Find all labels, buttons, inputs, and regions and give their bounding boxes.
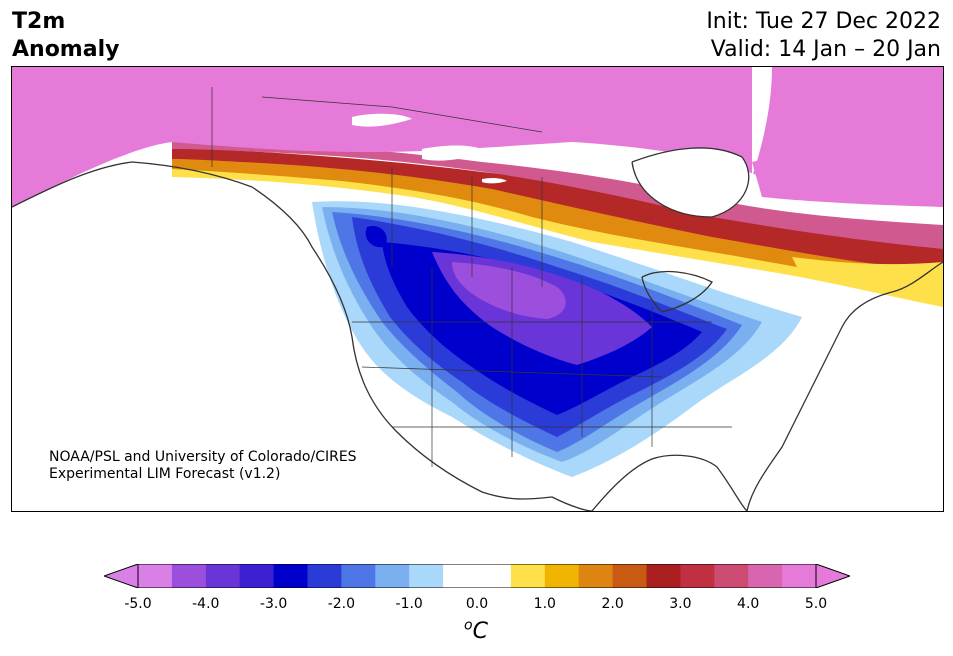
colorbar-segment [646, 564, 681, 588]
colorbar-segment [307, 564, 342, 588]
neutral-greenland-gap [752, 67, 772, 177]
map-title: T2m Anomaly [12, 8, 119, 64]
colorbar-segment [341, 564, 376, 588]
colorbar-segment [612, 564, 647, 588]
arctic-ice-2 [422, 145, 487, 161]
warm-band-orange [172, 157, 943, 289]
warm-band-yellow [172, 162, 943, 307]
colorbar-tick-label: -1.0 [395, 596, 423, 612]
anomaly-map [11, 66, 944, 512]
colorbar-segment [409, 564, 444, 588]
colorbar-tick-label: -3.0 [259, 596, 288, 612]
unit-text: oC [464, 618, 488, 645]
colorbar-segment [748, 564, 783, 588]
colorbar-segment [205, 564, 241, 588]
warm-band-red [172, 147, 943, 272]
colorbar-segment [578, 564, 614, 588]
warm-band-rose [172, 137, 943, 249]
title-line-2: Anomaly [12, 37, 120, 62]
colorbar-tick-label: 3.0 [669, 596, 692, 612]
colorbar-segment [544, 564, 580, 588]
colorbar-segment [443, 564, 478, 588]
colorbar-tick-label: -4.0 [192, 596, 220, 612]
state-borders [211, 87, 732, 467]
colorbar-segment [375, 564, 410, 588]
colorbar-segment [782, 564, 817, 588]
cold-pocket-alberta [365, 226, 387, 248]
colorbar-tick-label: 4.0 [737, 596, 760, 612]
unit-label: oC [464, 618, 488, 644]
colorbar [104, 564, 850, 588]
colorbar-tick-label: 5.0 [804, 596, 828, 612]
colorbar-tick-label: -2.0 [327, 596, 356, 612]
neutral-hudson [632, 147, 749, 217]
warm-east-yellow [792, 257, 943, 292]
colorbar-segment [510, 564, 546, 588]
cold-purple [452, 262, 566, 319]
colorbar-tick-label: 0.0 [465, 596, 489, 612]
colorbar-extend-max [815, 564, 850, 588]
colorbar-segment [477, 564, 512, 588]
title-line-1: T2m [12, 9, 66, 34]
init-date: Init: Tue 27 Dec 2022 [706, 9, 941, 34]
colorbar-segment [680, 564, 715, 588]
colorbar-tick-label: 1.0 [533, 596, 556, 612]
arctic-ice-1 [352, 113, 412, 127]
forecast-credit: NOAA/PSL and University of Colorado/CIRE… [49, 449, 357, 483]
credit-line-2: Experimental LIM Forecast (v1.2) [49, 466, 281, 482]
colorbar-outline [137, 564, 817, 588]
colorbar-segment [239, 564, 275, 588]
colorbar-segments [138, 564, 817, 588]
coastlines [12, 147, 943, 511]
map-canvas [12, 67, 943, 511]
colorbar-segment [273, 564, 308, 588]
colorbar-segment [714, 564, 749, 588]
forecast-dates: Init: Tue 27 Dec 2022 Valid: 14 Jan – 20… [706, 8, 941, 64]
arctic-ice-3 [482, 177, 507, 184]
warm-region-pink [12, 67, 943, 207]
colorbar-segment [138, 564, 173, 588]
credit-line-1: NOAA/PSL and University of Colorado/CIRE… [49, 449, 357, 465]
colorbar-tick-label: -5.0 [124, 596, 152, 612]
colorbar-segment [171, 564, 207, 588]
warm-east-pink [752, 156, 943, 207]
colorbar-ticks: -5.0 -4.0 -3.0 -2.0 -1.0 0.0 1.0 2.0 3.0 4.0 5.0 [0, 596, 953, 616]
colorbar-extend-min [104, 564, 139, 588]
valid-date: Valid: 14 Jan – 20 Jan [710, 37, 941, 62]
colorbar-tick-label: 2.0 [601, 596, 624, 612]
